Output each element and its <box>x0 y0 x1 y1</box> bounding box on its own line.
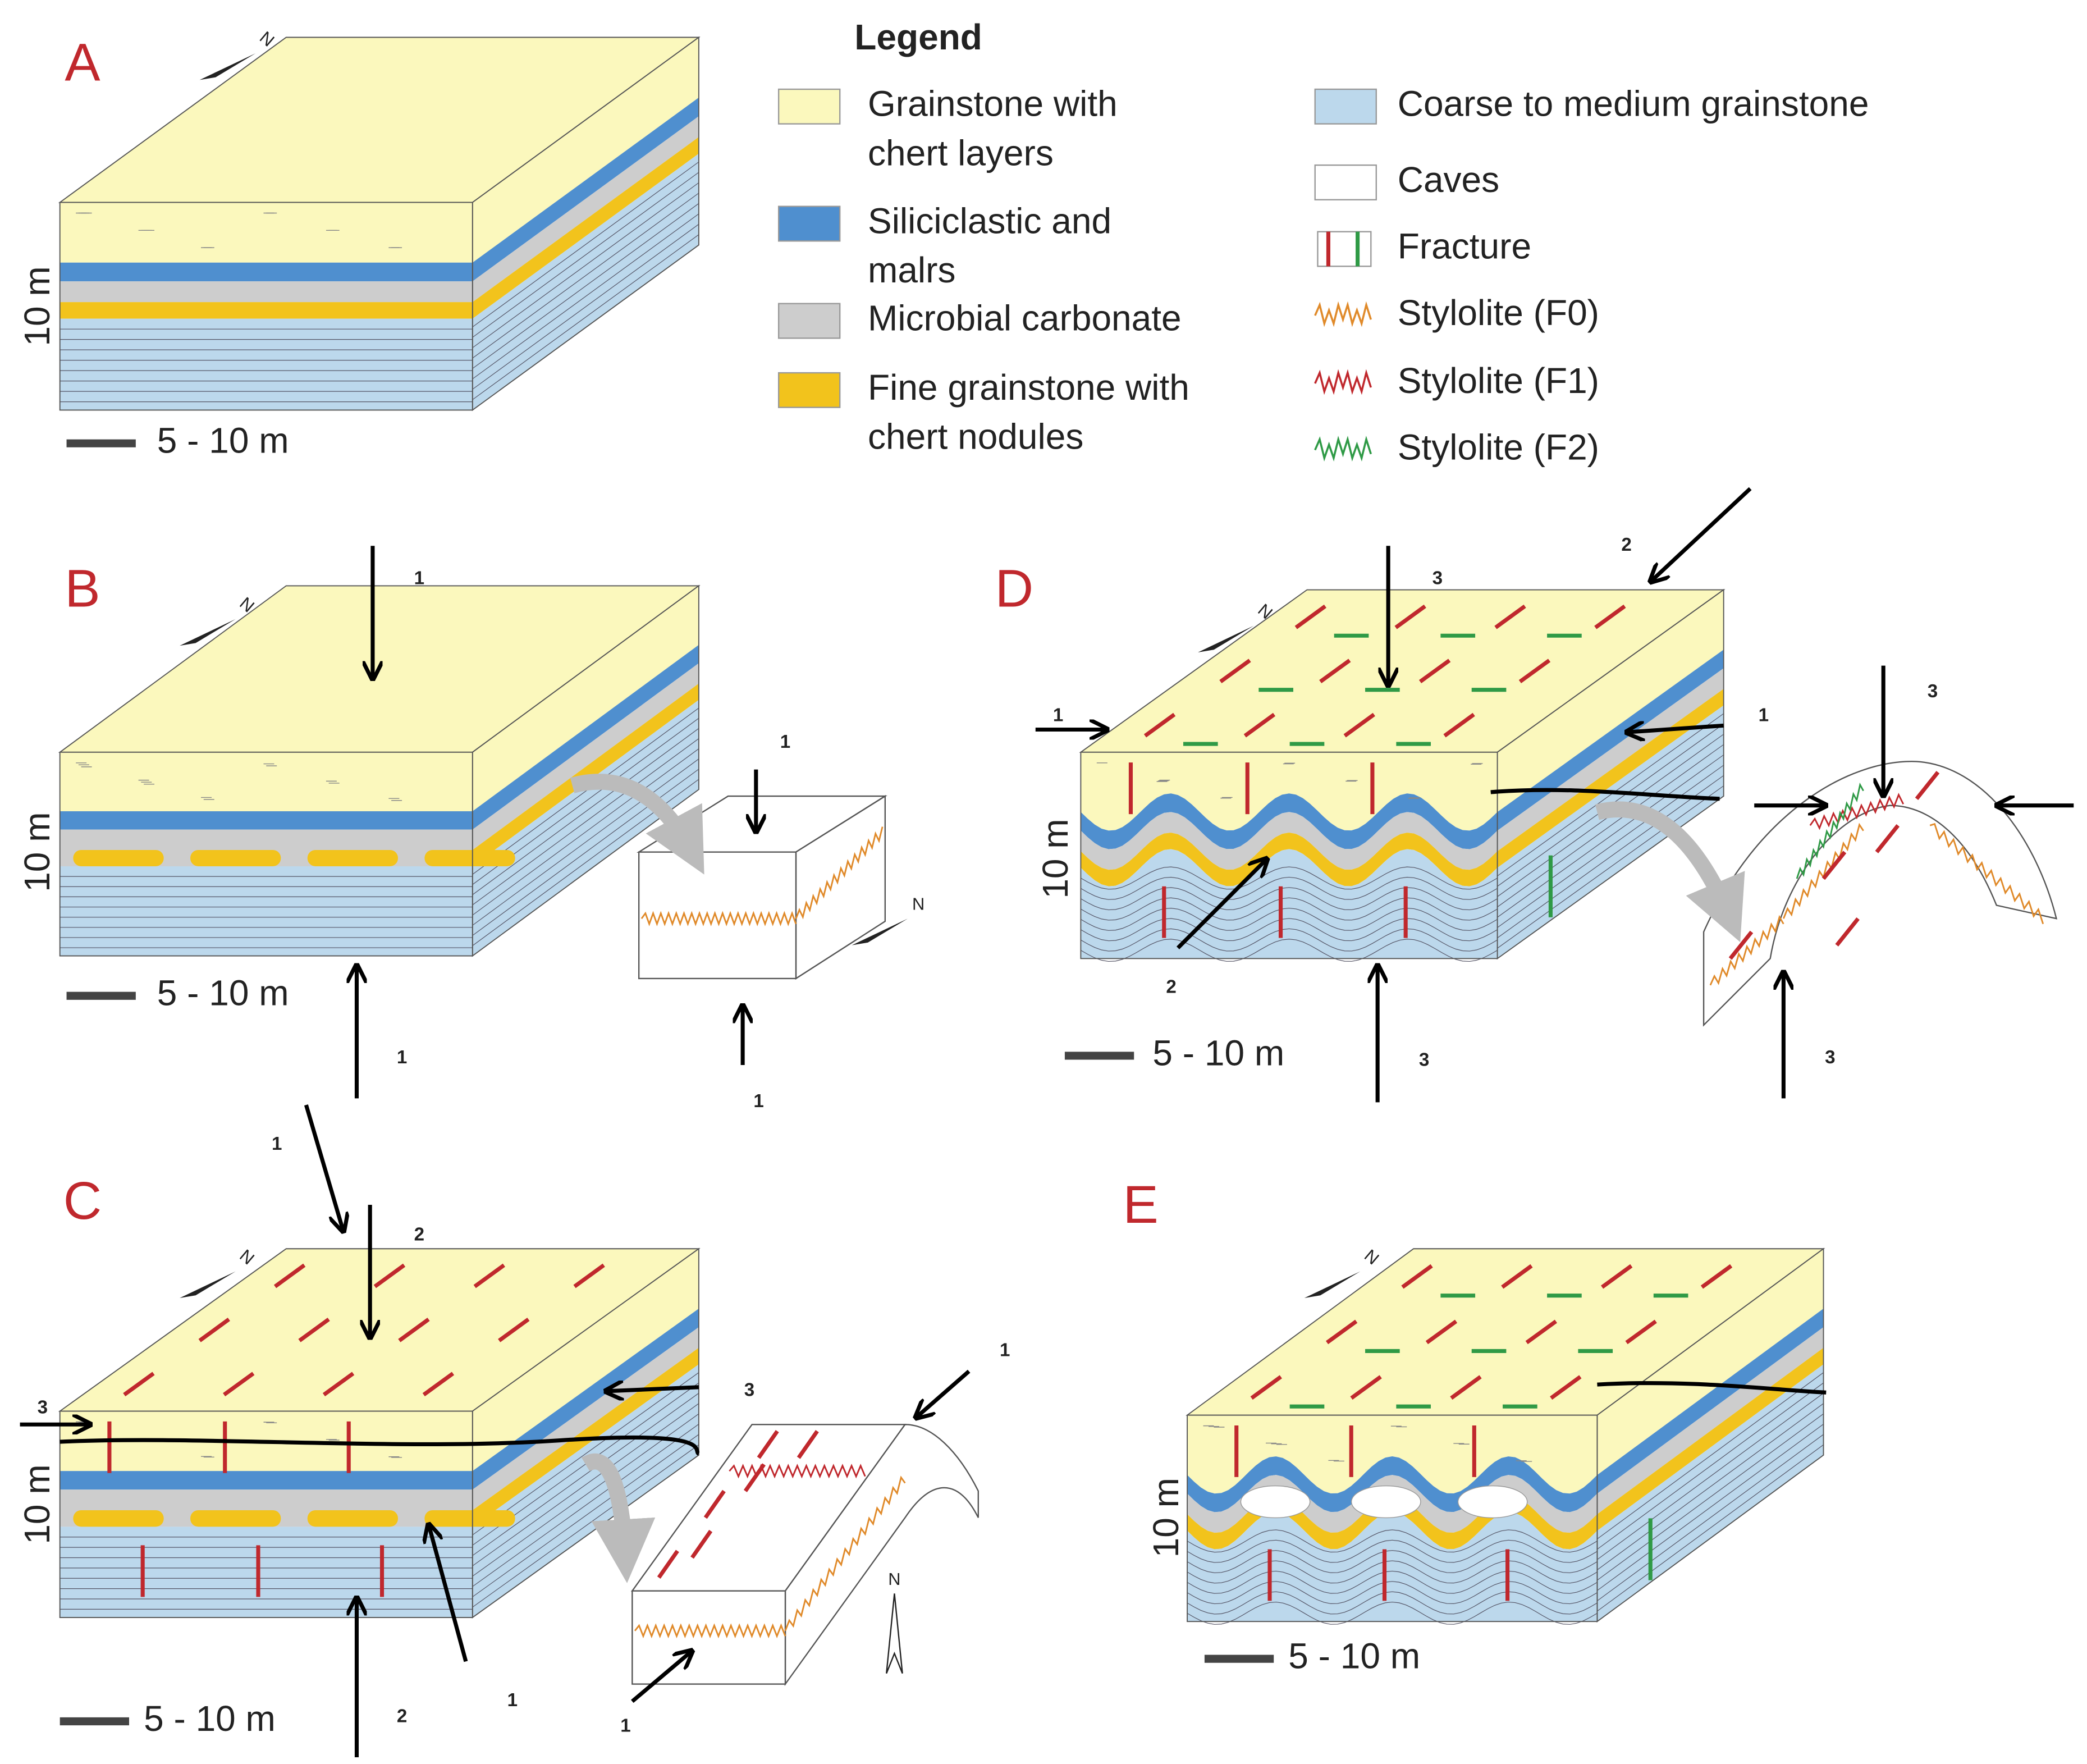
height-label: 10 m <box>1035 819 1075 898</box>
block-front-layer <box>60 752 473 811</box>
block-front-layer <box>60 1471 473 1489</box>
north-arrow <box>886 1593 902 1673</box>
arrow-label: 1 <box>1000 1340 1010 1361</box>
legend-swatch <box>1315 165 1376 200</box>
stylolite-symbol <box>1315 305 1371 323</box>
panel-label: A <box>65 33 100 93</box>
block-front-layer <box>60 811 473 830</box>
legend-title: Legend <box>854 17 982 57</box>
block-front-layer <box>1187 1512 1597 1621</box>
legend-swatch <box>1315 89 1376 124</box>
chert-nodule <box>424 850 515 866</box>
inset-front <box>639 852 796 979</box>
scale-label: 5 - 10 m <box>144 1698 276 1739</box>
legend-swatch <box>779 304 840 339</box>
scale-label: 5 - 10 m <box>157 973 289 1013</box>
stress-arrow <box>916 1371 969 1418</box>
arrow-label: 1 <box>620 1715 630 1736</box>
arrow-label: 1 <box>1759 705 1769 726</box>
stylolite-symbol <box>1315 440 1371 458</box>
cave <box>1241 1486 1310 1518</box>
legend-label: Fracture <box>1398 226 1531 266</box>
north-label: N <box>236 1245 258 1268</box>
panel-label: B <box>65 559 100 618</box>
arrow-label: 1 <box>272 1134 282 1154</box>
legend-label: Coarse to medium grainstone <box>1398 84 1869 124</box>
scale-label: 5 - 10 m <box>1152 1032 1284 1073</box>
legend-label: Grainstone with <box>868 84 1118 124</box>
panel-label: D <box>995 559 1033 618</box>
height-label: 10 m <box>17 1464 57 1544</box>
scale-label: 5 - 10 m <box>1288 1635 1420 1676</box>
block-front-layer <box>60 263 473 281</box>
fracture-trace <box>1837 918 1858 945</box>
legend-label: Caves <box>1398 159 1499 200</box>
arrow-label: 1 <box>753 1091 763 1112</box>
block-front-layer <box>60 203 473 263</box>
legend-label: Siliciclastic and <box>868 200 1111 241</box>
chert-nodule <box>190 1510 281 1527</box>
block-front-layer <box>60 1527 473 1617</box>
block-front-layer <box>60 866 473 956</box>
stress-arrow <box>306 1105 343 1231</box>
legend-label: chert nodules <box>868 416 1083 456</box>
chert-nodule <box>73 850 163 866</box>
block-front-layer <box>60 281 473 302</box>
legend-swatch <box>1317 232 1371 267</box>
legend-swatch <box>779 207 840 241</box>
block-front-layer <box>60 302 473 319</box>
chert-nodule <box>73 1510 163 1527</box>
cave <box>1458 1486 1527 1518</box>
legend-label: Stylolite (F1) <box>1398 360 1599 401</box>
height-label: 10 m <box>17 266 57 346</box>
chert-nodule <box>424 1510 515 1527</box>
arrow-label: 2 <box>414 1224 424 1245</box>
legend-label: Stylolite (F2) <box>1398 427 1599 467</box>
arrow-label: 2 <box>1621 534 1631 555</box>
panel-label: E <box>1123 1175 1158 1235</box>
block-front-layer <box>60 830 473 850</box>
scale-label: 5 - 10 m <box>157 421 289 461</box>
legend-swatch <box>779 373 840 408</box>
panel-label: C <box>63 1171 102 1231</box>
figure: Legend Grainstone with chert layers Silicic… <box>0 0 2087 1764</box>
stylolite-symbol <box>1315 373 1371 391</box>
height-label: 10 m <box>17 812 57 892</box>
cave <box>1352 1486 1421 1518</box>
arrow-label: 3 <box>1825 1047 1835 1068</box>
chert-nodule <box>190 850 281 866</box>
inset-front <box>632 1591 785 1684</box>
arrow-label: 2 <box>1166 976 1176 997</box>
block-front-layer <box>60 1489 473 1510</box>
legend-label: malrs <box>868 250 955 290</box>
chert-nodule <box>308 1510 398 1527</box>
arrow-label: 1 <box>1053 705 1063 726</box>
legend-swatch <box>779 89 840 124</box>
fracture-trace <box>1877 825 1898 852</box>
legend-label: chert layers <box>868 132 1054 173</box>
page: Legend Grainstone with chert layers Silicic… <box>0 0 2087 1764</box>
north-label: N <box>888 1569 900 1589</box>
arrow-label: 1 <box>397 1047 407 1068</box>
arrow-label: 1 <box>780 732 790 752</box>
stress-arrow <box>1650 488 1750 582</box>
arrow-label: 1 <box>507 1690 518 1711</box>
arrow-label: 3 <box>1419 1050 1429 1071</box>
block-front-layer <box>1081 849 1497 958</box>
legend-label: Fine grainstone with <box>868 367 1189 408</box>
legend-label: Microbial carbonate <box>868 298 1182 338</box>
legend-label: Stylolite (F0) <box>1398 293 1599 333</box>
arrow-label: 3 <box>1432 568 1443 588</box>
arrow-label: 3 <box>38 1397 48 1418</box>
arrow-label: 2 <box>397 1706 407 1727</box>
height-label: 10 m <box>1146 1478 1186 1557</box>
north-label: N <box>912 894 924 914</box>
arrow-label: 3 <box>744 1380 754 1401</box>
arrow-label: 1 <box>414 568 424 588</box>
north-label: N <box>1361 1245 1383 1268</box>
chert-nodule <box>308 850 398 866</box>
block-front-layer <box>60 319 473 410</box>
arrow-label: 3 <box>1928 681 1938 702</box>
